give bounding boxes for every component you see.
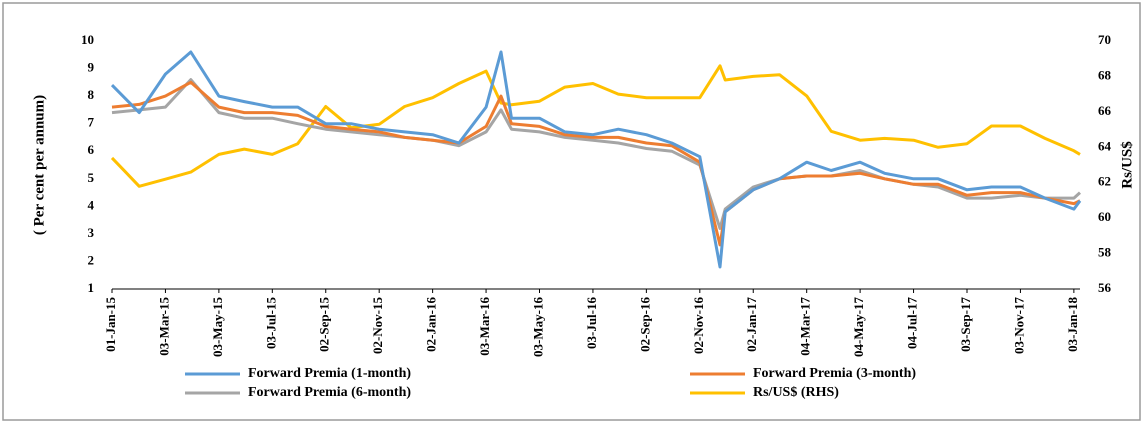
x-tick-label: 03-Nov-17 <box>1011 297 1026 355</box>
x-tick-label: 02-Sep-16 <box>637 297 652 352</box>
x-tick-label: 03-May-16 <box>530 297 545 357</box>
series-line <box>110 64 1081 188</box>
x-tick-label: 03-Mar-15 <box>156 297 171 356</box>
y2-tick-label: 66 <box>1098 103 1112 118</box>
y2-tick-label: 58 <box>1098 245 1112 260</box>
y-axis-label: ( Per cent per annum) <box>31 95 47 235</box>
y-tick-label: 2 <box>88 252 95 267</box>
legend-label: Rs/US$ (RHS) <box>753 385 839 400</box>
x-tick-label: 01-Jan-15 <box>103 297 118 352</box>
y2-tick-label: 64 <box>1098 138 1112 153</box>
y-tick-label: 3 <box>88 225 95 240</box>
x-tick-label: 03-Jan-18 <box>1065 297 1080 352</box>
x-tick-label: 02-Nov-15 <box>370 297 385 355</box>
frame <box>2 2 1141 421</box>
x-tick-label: 03-Jul-15 <box>263 297 278 350</box>
legend-label: Forward Premia (3-month) <box>753 366 916 381</box>
legend-label: Forward Premia (6-month) <box>248 385 411 400</box>
series-line <box>111 80 1081 247</box>
x-tick-label: 03-Sep-17 <box>958 297 973 352</box>
x-tick-label: 03-Mar-16 <box>477 297 492 356</box>
legend-label: Forward Premia (1-month) <box>248 366 411 381</box>
x-tick-label: 04-May-17 <box>851 297 866 357</box>
y2-tick-label: 70 <box>1098 32 1111 47</box>
x-tick-label: 02-Jan-16 <box>424 297 439 352</box>
x-tick-label: 03-May-15 <box>210 297 225 357</box>
y-tick-label: 10 <box>81 32 94 47</box>
y-tick-label: 5 <box>88 170 95 185</box>
y-tick-label: 9 <box>88 60 95 75</box>
y2-tick-label: 62 <box>1098 174 1111 189</box>
x-tick-label: 02-Sep-15 <box>317 297 332 352</box>
y-tick-label: 7 <box>88 115 95 130</box>
y-tick-label: 8 <box>88 87 95 102</box>
x-tick-label: 04-Jul-17 <box>905 297 920 350</box>
y-tick-label: 6 <box>88 142 95 157</box>
x-tick-label: 02-Nov-16 <box>691 297 706 355</box>
y2-tick-label: 60 <box>1098 209 1111 224</box>
x-tick-label: 04-Mar-17 <box>798 297 813 356</box>
y2-tick-label: 56 <box>1098 280 1112 295</box>
x-tick-label: 02-Jan-17 <box>744 297 759 352</box>
x-tick-label: 03-Jul-16 <box>584 297 599 350</box>
series-line <box>110 50 1082 269</box>
y-tick-label: 4 <box>88 197 95 212</box>
y2-tick-label: 68 <box>1098 67 1112 82</box>
y2-axis-label: Rs/US$ <box>1119 141 1135 189</box>
y-tick-label: 1 <box>88 280 95 295</box>
